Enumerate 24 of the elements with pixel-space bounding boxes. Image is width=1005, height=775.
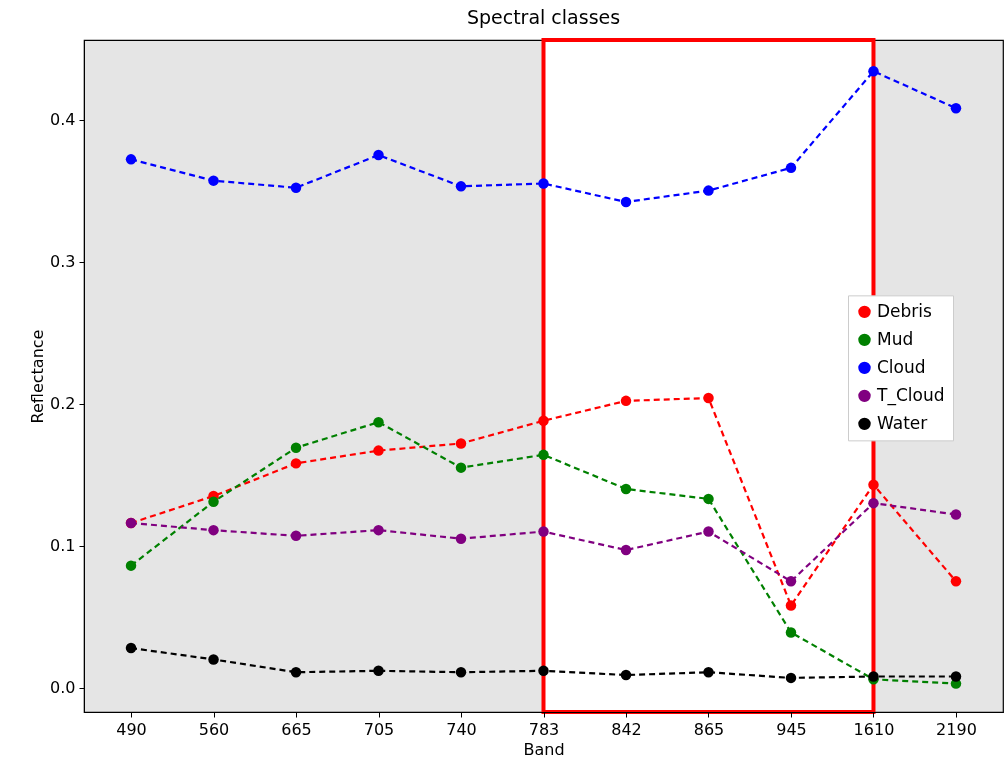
x-tick-label: 865 xyxy=(693,719,725,739)
legend-label: Mud xyxy=(877,328,914,349)
x-axis-title: Band xyxy=(523,739,565,759)
legend-label: Water xyxy=(877,412,928,433)
y-tick-label: 0.4 xyxy=(50,110,76,130)
legend-label: Cloud xyxy=(877,356,926,377)
x-tick-label: 2190 xyxy=(936,719,977,739)
x-tick-label: 705 xyxy=(363,719,395,739)
x-tick-label: 490 xyxy=(116,719,147,739)
y-tick-label: 0.2 xyxy=(50,394,76,414)
x-tick-label: 665 xyxy=(281,719,312,739)
x-tick-label: 740 xyxy=(446,719,477,739)
chart-title: Spectral classes xyxy=(466,6,621,28)
y-tick-label: 0.0 xyxy=(50,678,76,698)
y-axis-title: Reflectance xyxy=(28,329,48,424)
legend-label: Debris xyxy=(877,300,933,321)
legend-label: T_Cloud xyxy=(876,384,945,406)
x-tick-label: 842 xyxy=(611,719,642,739)
x-tick-label: 1610 xyxy=(853,719,895,739)
x-tick-label: 560 xyxy=(198,719,230,739)
y-tick-label: 0.1 xyxy=(50,536,76,556)
x-tick-label: 783 xyxy=(528,719,560,739)
x-tick-label: 945 xyxy=(776,719,807,739)
y-tick-label: 0.3 xyxy=(50,252,76,272)
